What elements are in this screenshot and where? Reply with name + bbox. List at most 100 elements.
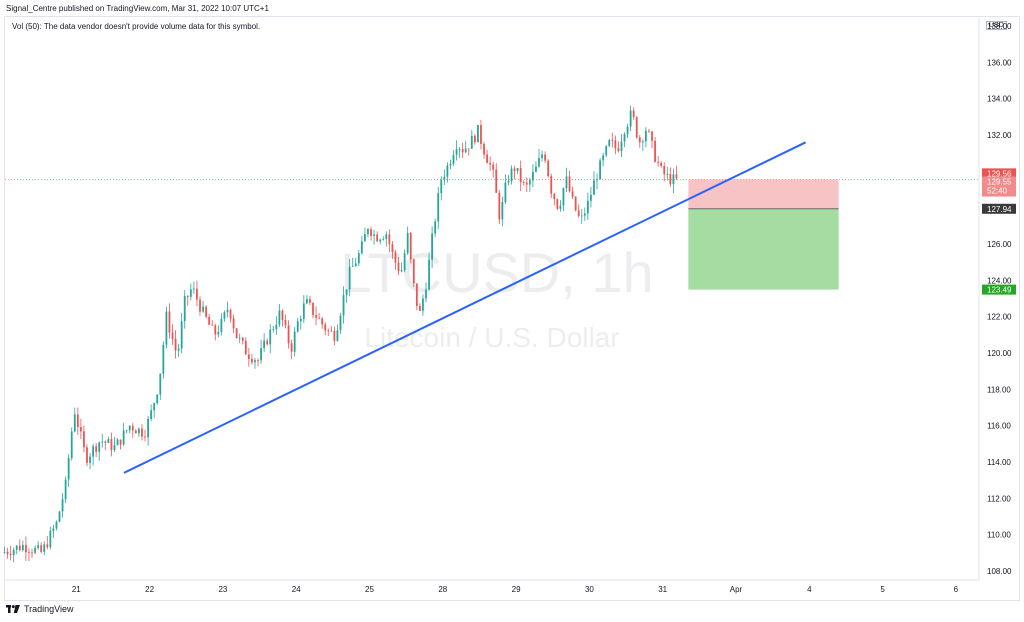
currency-badge[interactable]: USD	[986, 21, 1007, 30]
candle-body	[412, 259, 415, 284]
y-tick-label: 110.00	[987, 531, 1011, 540]
x-tick-label: 30	[585, 585, 594, 594]
candle-body	[440, 179, 443, 194]
y-tick-label: 124.00	[987, 276, 1012, 285]
candle-body	[333, 330, 336, 341]
candle-body	[49, 530, 52, 548]
candle-body	[232, 318, 235, 329]
candle-body	[617, 148, 620, 152]
current-price-label: 129.56	[987, 169, 1012, 178]
candle-body	[125, 430, 128, 432]
candle-body	[538, 158, 540, 167]
y-tick-label: 138.00	[987, 22, 1012, 31]
candle-body	[165, 311, 168, 345]
candle-body	[422, 298, 424, 311]
candle-body	[434, 221, 437, 234]
footer-brand: TradingView	[6, 604, 74, 614]
candle-body	[519, 168, 522, 183]
x-tick-label: 24	[292, 585, 301, 594]
candle-body	[397, 262, 400, 272]
candle-body	[611, 140, 614, 141]
take-profit-zone	[688, 208, 839, 290]
candle-body	[141, 428, 143, 437]
candle-body	[196, 288, 198, 300]
candle-body	[516, 168, 519, 171]
candle-body	[339, 315, 342, 331]
candle-body	[305, 299, 308, 304]
candle-body	[67, 458, 70, 480]
candle-body	[208, 316, 211, 325]
y-tick-label: 116.00	[987, 422, 1011, 431]
bid-price-label-bg	[982, 176, 1016, 197]
candle-body	[98, 442, 101, 452]
candle-body	[461, 149, 464, 153]
y-tick-label: 118.00	[987, 385, 1011, 394]
candle-body	[565, 176, 568, 189]
candle-body	[654, 140, 656, 162]
candle-body	[388, 234, 391, 245]
candle-body	[593, 180, 595, 195]
target-price-label: 123.49	[987, 286, 1012, 295]
candle-body	[116, 439, 119, 446]
candle-body	[290, 343, 293, 352]
candle-body	[599, 160, 601, 180]
footer-brand-label: TradingView	[24, 604, 74, 614]
y-tick-label: 108.00	[987, 567, 1012, 576]
candle-body	[171, 332, 174, 339]
candle-body	[382, 239, 385, 240]
candle-body	[415, 283, 418, 307]
candle-body	[431, 233, 434, 260]
candle-body	[525, 182, 528, 185]
candle-body	[666, 174, 669, 175]
target-price-label-bg	[982, 284, 1016, 295]
candle-body	[101, 441, 104, 443]
watermark-name: Litecoin / U.S. Dollar	[364, 322, 619, 353]
candle-body	[483, 143, 485, 155]
candle-body	[394, 252, 397, 263]
candle-body	[669, 174, 672, 185]
candle-body	[559, 205, 562, 209]
candle-body	[660, 162, 663, 167]
candle-body	[590, 194, 592, 201]
candle-body	[635, 117, 638, 138]
candle-body	[25, 544, 27, 553]
candle-body	[467, 148, 470, 150]
entry-price-label: 127.94	[987, 205, 1012, 214]
candle-body	[348, 266, 351, 290]
candle-body	[251, 358, 253, 363]
candle-body	[477, 125, 479, 143]
candle-body	[138, 428, 140, 434]
candle-body	[284, 320, 287, 326]
candle-body	[76, 414, 79, 428]
candle-body	[675, 174, 678, 179]
publish-info: Signal_Centre published on TradingView.c…	[6, 4, 269, 13]
candle-body	[364, 234, 366, 242]
candle-body	[663, 166, 666, 175]
candle-body	[257, 360, 259, 362]
candle-body	[131, 425, 134, 431]
candle-body	[128, 425, 131, 431]
candle-body	[632, 110, 635, 118]
y-tick-label: 132.00	[987, 131, 1012, 140]
candle-body	[321, 318, 324, 325]
candle-body	[351, 266, 354, 267]
candle-body	[400, 270, 403, 272]
candle-body	[244, 340, 247, 355]
candle-body	[134, 430, 137, 434]
candle-body	[6, 551, 9, 554]
candle-body	[229, 309, 232, 319]
candle-body	[104, 441, 107, 443]
candle-body	[31, 552, 33, 554]
y-tick-label: 122.00	[987, 313, 1012, 322]
candle-body	[61, 499, 64, 512]
candle-body	[177, 348, 180, 351]
y-tick-label: 136.00	[987, 58, 1012, 67]
candle-body	[504, 182, 507, 202]
x-tick-label: 29	[512, 585, 521, 594]
candle-body	[641, 141, 644, 143]
candle-body	[449, 163, 452, 166]
candle-body	[357, 253, 360, 264]
candle-body	[55, 521, 58, 529]
candle-body	[58, 511, 61, 522]
